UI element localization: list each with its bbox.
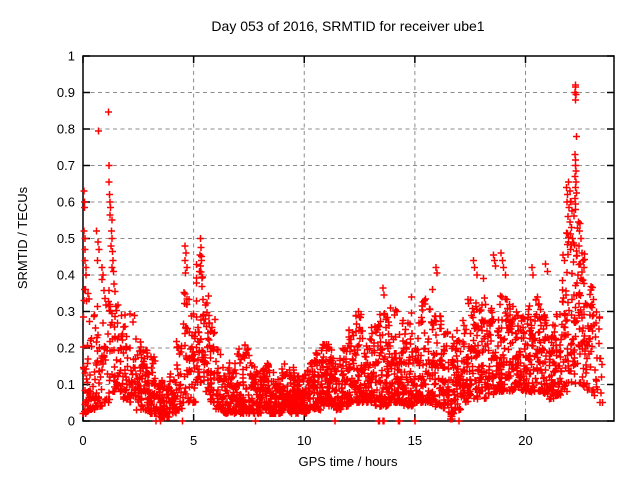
axis-ticks <box>82 55 614 422</box>
svg-text:0.3: 0.3 <box>57 304 75 319</box>
svg-text:0.7: 0.7 <box>57 158 75 173</box>
svg-text:10: 10 <box>297 433 311 448</box>
svg-text:0.2: 0.2 <box>57 341 75 356</box>
svg-text:0.1: 0.1 <box>57 377 75 392</box>
svg-text:0: 0 <box>79 433 86 448</box>
y-axis-label: SRMTID / TECUs <box>15 186 30 289</box>
svg-text:0.5: 0.5 <box>57 231 75 246</box>
x-tick-labels: 0 5 10 15 20 <box>79 433 532 448</box>
chart-title: Day 053 of 2016, SRMTID for receiver ube… <box>211 18 484 34</box>
svg-text:20: 20 <box>518 433 532 448</box>
svg-text:0.8: 0.8 <box>57 122 75 137</box>
svg-text:1: 1 <box>68 49 75 64</box>
data-points <box>79 81 606 425</box>
y-tick-labels: 0 0.1 0.2 0.3 0.4 0.5 0.6 0.7 0.8 0.9 1 <box>57 49 75 429</box>
grid-lines <box>83 56 614 421</box>
x-axis-label: GPS time / hours <box>299 454 398 469</box>
svg-text:0: 0 <box>68 414 75 429</box>
svg-text:0.9: 0.9 <box>57 85 75 100</box>
svg-text:0.4: 0.4 <box>57 268 75 283</box>
svg-text:5: 5 <box>190 433 197 448</box>
svg-text:15: 15 <box>408 433 422 448</box>
svg-text:0.6: 0.6 <box>57 195 75 210</box>
